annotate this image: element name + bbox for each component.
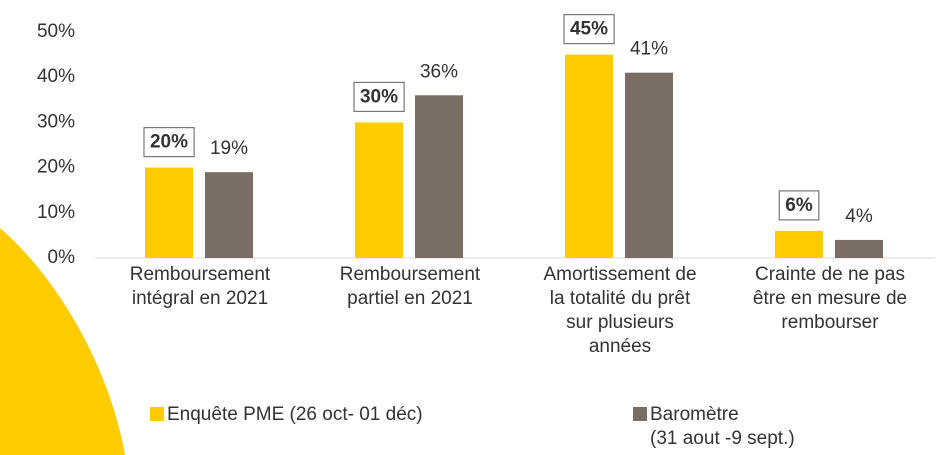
bar xyxy=(775,230,823,258)
bar xyxy=(835,239,883,258)
value-label-box xyxy=(143,127,195,158)
value-label: 45% xyxy=(570,19,608,40)
value-label: 4% xyxy=(845,206,873,227)
y-tick-label: 0% xyxy=(48,247,76,268)
legend-swatch xyxy=(150,407,164,421)
y-tick-label: 40% xyxy=(37,66,75,87)
legend-swatch xyxy=(633,407,647,421)
bar xyxy=(565,54,613,258)
y-tick-label: 10% xyxy=(37,202,75,223)
bar xyxy=(205,172,253,258)
bar xyxy=(415,95,463,258)
x-tick-label: Amortissement de la totalité du prêt sur… xyxy=(543,264,697,357)
value-label: 30% xyxy=(360,86,398,107)
bar xyxy=(625,72,673,259)
legend-label: Enquête PME (26 oct- 01 déc) xyxy=(167,404,423,425)
value-label: 36% xyxy=(420,61,458,82)
value-label: 20% xyxy=(150,132,188,153)
value-label-box xyxy=(353,81,405,113)
y-tick-label: 20% xyxy=(37,157,75,178)
bar xyxy=(355,122,403,259)
value-label: 6% xyxy=(785,195,813,216)
legend-label: Baromètre (31 aout -9 sept.) xyxy=(650,404,795,449)
decor-shape xyxy=(0,228,125,455)
x-tick-label: Remboursement intégral en 2021 xyxy=(129,264,271,309)
value-label-box xyxy=(778,190,820,221)
y-tick-label: 30% xyxy=(37,111,75,132)
value-label-box xyxy=(563,14,615,45)
value-label: 41% xyxy=(630,39,668,60)
bar xyxy=(145,167,193,258)
y-tick-label: 50% xyxy=(37,21,75,42)
x-tick-label: Crainte de ne pas être en mesure de remb… xyxy=(752,264,908,333)
x-tick-label: Remboursement partiel en 2021 xyxy=(339,264,481,309)
value-label: 19% xyxy=(210,138,248,159)
